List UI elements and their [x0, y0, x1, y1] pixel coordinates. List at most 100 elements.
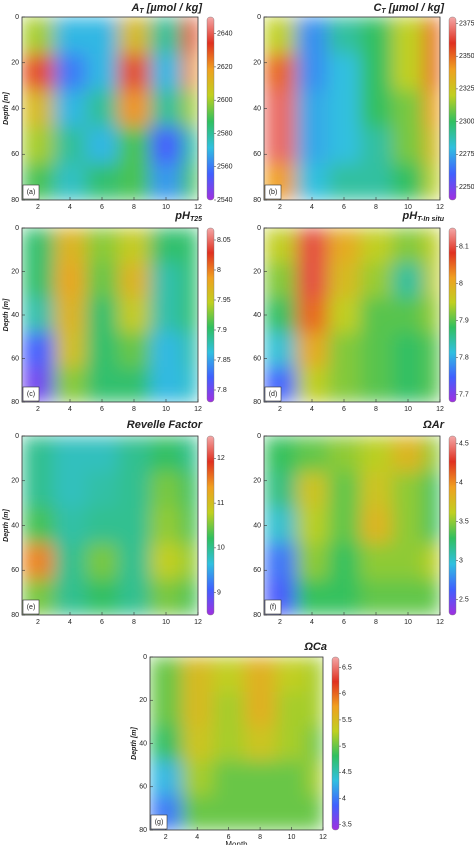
title-text: Revelle Factor: [127, 419, 203, 431]
panel-label-box: [150, 814, 168, 830]
y-tick-label: 20: [253, 60, 261, 67]
field-cell: [212, 726, 245, 762]
field-cell: [22, 90, 55, 128]
field-cell: [244, 795, 277, 830]
title-subscript: T: [139, 8, 144, 15]
field-cell: [360, 17, 393, 55]
field-cell: [328, 90, 361, 128]
field-cell: [150, 262, 183, 299]
field-cell: [118, 17, 151, 55]
field-cell: [424, 543, 440, 580]
field-cell: [86, 507, 119, 544]
field-cell: [296, 90, 329, 128]
field-cell: [424, 507, 440, 544]
field-cells: [22, 436, 198, 615]
colorbar-tick-label: 4.5: [342, 769, 352, 776]
field-cell: [118, 332, 151, 368]
colorbar-tick-label: 2350: [459, 53, 474, 60]
field-cell: [22, 543, 55, 580]
field-cell: [424, 163, 440, 200]
field-cell: [328, 579, 361, 615]
panel-title: AT [µmol / kg]: [130, 2, 202, 15]
y-tick-label: 0: [257, 433, 261, 440]
field-cell: [86, 332, 119, 368]
field-cell: [328, 367, 361, 402]
field-cell: [360, 228, 393, 264]
x-tick-label: 10: [162, 204, 170, 211]
field-cell: [118, 126, 151, 164]
field-cell: [424, 579, 440, 615]
y-tick-label: 0: [15, 14, 19, 21]
field-cell: [150, 126, 183, 164]
title-text: C: [373, 2, 382, 14]
colorbar-tick-label: 12: [217, 455, 225, 462]
y-axis-label: Depth [m]: [3, 509, 10, 542]
field-cell: [182, 228, 198, 264]
field-cell: [296, 367, 329, 402]
field-cell: [328, 126, 361, 164]
contour-field: [22, 17, 198, 200]
field-cell: [182, 163, 198, 200]
colorbar-tick-label: 3: [459, 557, 463, 564]
y-tick-label: 60: [253, 355, 261, 362]
y-tick-label: 60: [11, 151, 19, 158]
panel: 2 4 6 8 10 12 0 20 40 60 80 CT [µmol / kg] (b) 2250 22…: [253, 2, 474, 211]
field-cell: [150, 53, 183, 91]
field-cell: [392, 17, 425, 55]
field-cell: [296, 507, 329, 544]
colorbar-tick-label: 2300: [459, 118, 474, 125]
y-tick-label: 20: [11, 478, 19, 485]
field-cell: [182, 543, 198, 580]
field-cell: [118, 297, 151, 333]
colorbar: [206, 435, 215, 616]
colorbar-tick-label: 6: [342, 691, 346, 698]
field-cell: [150, 163, 183, 200]
field-cell: [181, 760, 214, 796]
x-tick-label: 12: [194, 619, 202, 626]
colorbar-tick-label: 5.5: [342, 717, 352, 724]
field-cells: [22, 17, 198, 200]
field-cell: [296, 471, 329, 509]
field-cell: [182, 17, 198, 55]
panel-title: Revelle Factor: [127, 419, 203, 431]
field-cell: [22, 471, 55, 509]
y-tick-label: 80: [253, 612, 261, 619]
field-cell: [392, 90, 425, 128]
colorbar-tick-label: 9: [217, 589, 221, 596]
field-cell: [296, 228, 329, 264]
field-cell: [86, 436, 119, 473]
field-cell: [328, 332, 361, 368]
field-cells: [150, 657, 323, 830]
field-cell: [264, 90, 297, 128]
field-cell: [392, 471, 425, 509]
field-cell: [54, 332, 87, 368]
field-cell: [328, 507, 361, 544]
field-cell: [360, 436, 393, 473]
field-cell: [86, 228, 119, 264]
field-cell: [182, 367, 198, 402]
field-cell: [54, 507, 87, 544]
contour-field: [150, 657, 323, 830]
colorbar: [448, 435, 457, 616]
x-tick-label: 6: [227, 834, 231, 841]
field-cell: [54, 126, 87, 164]
field-cell: [328, 17, 361, 55]
field-cell: [296, 436, 329, 473]
x-tick-label: 8: [132, 204, 136, 211]
field-cell: [182, 471, 198, 509]
field-cell: [296, 543, 329, 580]
field-cell: [360, 53, 393, 91]
field-cell: [212, 657, 245, 693]
field-cell: [86, 543, 119, 580]
colorbar-tick-label: 2250: [459, 184, 474, 191]
field-cell: [296, 297, 329, 333]
field-cell: [360, 262, 393, 299]
panel: 2 4 6 8 10 12 0 20 40 60 80 Depth [m] pHT25 (c) 7.8 7.8…: [3, 210, 231, 413]
x-axis-label: Month: [225, 840, 247, 845]
field-cell: [22, 507, 55, 544]
field-cell: [182, 297, 198, 333]
contour-field: [22, 228, 198, 402]
colorbar-tick-label: 8.05: [217, 237, 231, 244]
field-cells: [264, 17, 440, 200]
panel-label: (e): [27, 604, 36, 611]
